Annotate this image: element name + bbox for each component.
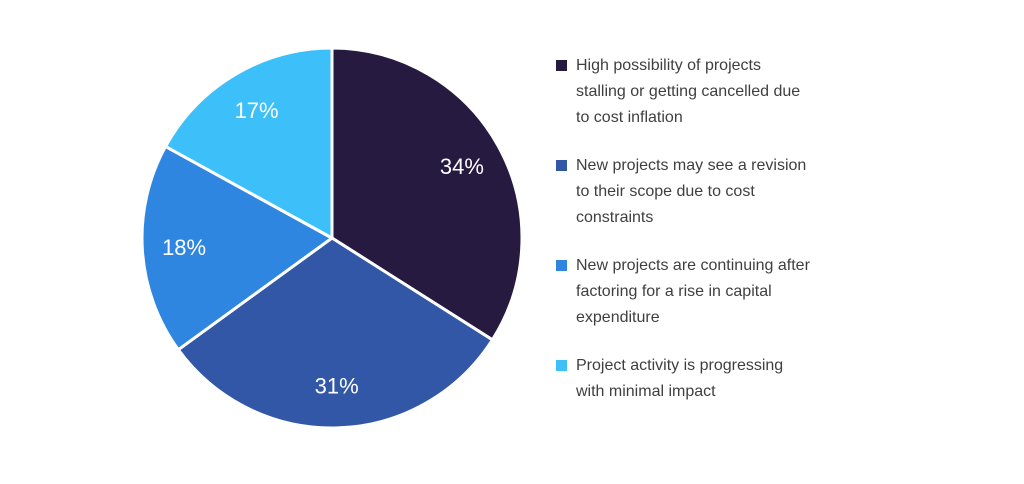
legend: High possibility of projects stalling or… — [556, 53, 906, 427]
pie-slice-17pct — [163, 46, 334, 241]
legend-item: New projects are continuing after factor… — [556, 253, 906, 331]
legend-label: New projects are continuing after factor… — [576, 257, 810, 326]
slice-label: 18% — [162, 235, 206, 260]
legend-marker-icon — [556, 260, 567, 271]
slice-label: 34% — [440, 154, 484, 179]
legend-marker-icon — [556, 60, 567, 71]
legend-item: Project activity is progressing with min… — [556, 353, 906, 405]
pie-slice-31pct — [176, 236, 495, 430]
legend-label: New projects may see a revision to their… — [576, 157, 807, 226]
legend-label: Project activity is progressing with min… — [576, 357, 784, 400]
legend-item: High possibility of projects stalling or… — [556, 53, 906, 131]
slice-label: 31% — [315, 374, 359, 399]
pie-slice-18pct — [140, 144, 335, 352]
legend-item: New projects may see a revision to their… — [556, 153, 906, 231]
legend-label: High possibility of projects stalling or… — [576, 57, 801, 126]
slice-label: 17% — [235, 98, 279, 123]
legend-marker-icon — [556, 360, 567, 371]
legend-marker-icon — [556, 160, 567, 171]
